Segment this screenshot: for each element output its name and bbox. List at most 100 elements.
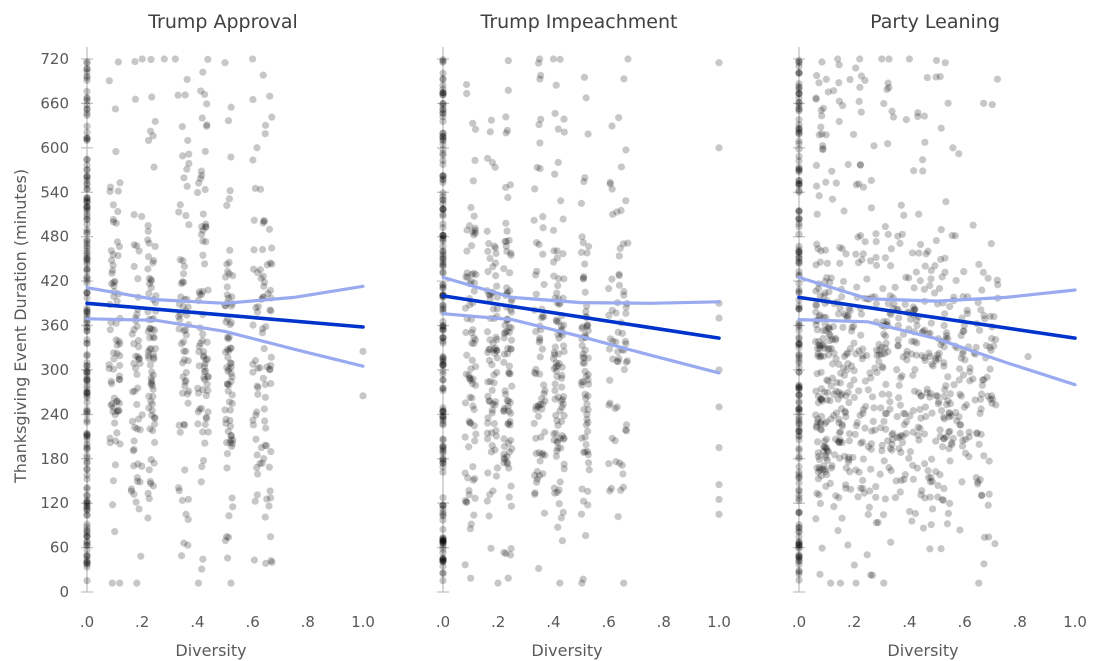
data-point (83, 198, 91, 206)
data-point (115, 243, 124, 251)
data-point (146, 127, 155, 135)
data-point (813, 344, 822, 353)
data-point (814, 350, 822, 358)
data-point (842, 312, 850, 320)
data-point (552, 81, 560, 89)
data-point (815, 341, 823, 349)
data-point (577, 248, 586, 256)
data-point (795, 222, 803, 231)
data-point (258, 459, 266, 467)
data-point (221, 348, 230, 356)
data-point (937, 124, 945, 132)
data-point (895, 314, 903, 322)
data-point (830, 390, 838, 399)
data-point (174, 91, 182, 99)
data-point (249, 55, 257, 63)
data-point (199, 237, 207, 245)
data-point (795, 391, 803, 399)
data-point (83, 429, 91, 437)
data-point (83, 247, 91, 255)
data-point (198, 171, 206, 180)
data-point (439, 255, 447, 263)
data-point (550, 348, 558, 357)
data-point (819, 145, 827, 153)
data-point (110, 394, 118, 402)
data-point (795, 424, 803, 433)
data-point (467, 520, 475, 528)
data-point (83, 538, 91, 546)
data-point (83, 122, 91, 130)
data-point (501, 237, 509, 245)
data-point (136, 359, 144, 368)
data-point (838, 245, 846, 253)
data-point (812, 321, 820, 329)
data-point (504, 439, 513, 447)
data-point (861, 238, 869, 246)
scatter-points (795, 55, 1032, 587)
data-point (150, 353, 158, 362)
data-point (554, 362, 562, 370)
data-point (975, 326, 984, 334)
data-point (134, 460, 142, 468)
data-point (501, 387, 509, 395)
data-point (985, 490, 993, 498)
data-point (267, 353, 275, 361)
data-point (83, 376, 91, 384)
data-point (439, 334, 447, 342)
data-point (439, 412, 447, 420)
data-point (259, 71, 267, 79)
data-point (834, 310, 843, 318)
data-point (199, 210, 207, 218)
data-point (111, 277, 119, 285)
data-point (985, 457, 993, 465)
data-point (488, 442, 496, 450)
data-point (579, 378, 587, 386)
data-point (502, 237, 510, 246)
data-point (818, 130, 826, 138)
data-point (506, 181, 514, 189)
data-point (856, 55, 864, 63)
data-point (468, 394, 476, 402)
data-point (795, 497, 803, 505)
data-point (829, 323, 838, 331)
data-point (845, 398, 853, 407)
data-point (534, 403, 542, 411)
data-point (467, 203, 475, 212)
data-point (492, 249, 500, 258)
data-point (832, 179, 840, 187)
data-point (492, 272, 500, 280)
data-point (795, 230, 803, 238)
data-point (83, 532, 91, 541)
data-point (795, 254, 803, 262)
data-point (856, 161, 865, 169)
data-point (439, 468, 447, 476)
data-point (439, 556, 447, 564)
data-point (83, 274, 91, 282)
data-point (854, 233, 862, 241)
data-point (795, 216, 803, 224)
data-point (227, 432, 235, 440)
data-point (901, 300, 909, 308)
data-point (915, 389, 923, 397)
data-point (439, 301, 447, 309)
data-point (618, 461, 626, 469)
data-point (439, 117, 447, 126)
data-point (83, 276, 91, 284)
data-point (507, 249, 515, 257)
data-point (795, 248, 803, 256)
data-point (439, 505, 447, 513)
data-point (83, 511, 91, 520)
data-point (795, 420, 803, 428)
data-point (580, 73, 589, 81)
data-point (608, 434, 616, 442)
data-point (921, 262, 929, 270)
data-point (532, 290, 540, 298)
data-point (553, 488, 561, 496)
data-point (83, 251, 91, 260)
data-point (910, 284, 918, 292)
data-point (818, 112, 826, 120)
data-point (500, 407, 508, 415)
data-point (198, 114, 206, 122)
data-point (988, 100, 996, 109)
data-point (795, 404, 803, 413)
